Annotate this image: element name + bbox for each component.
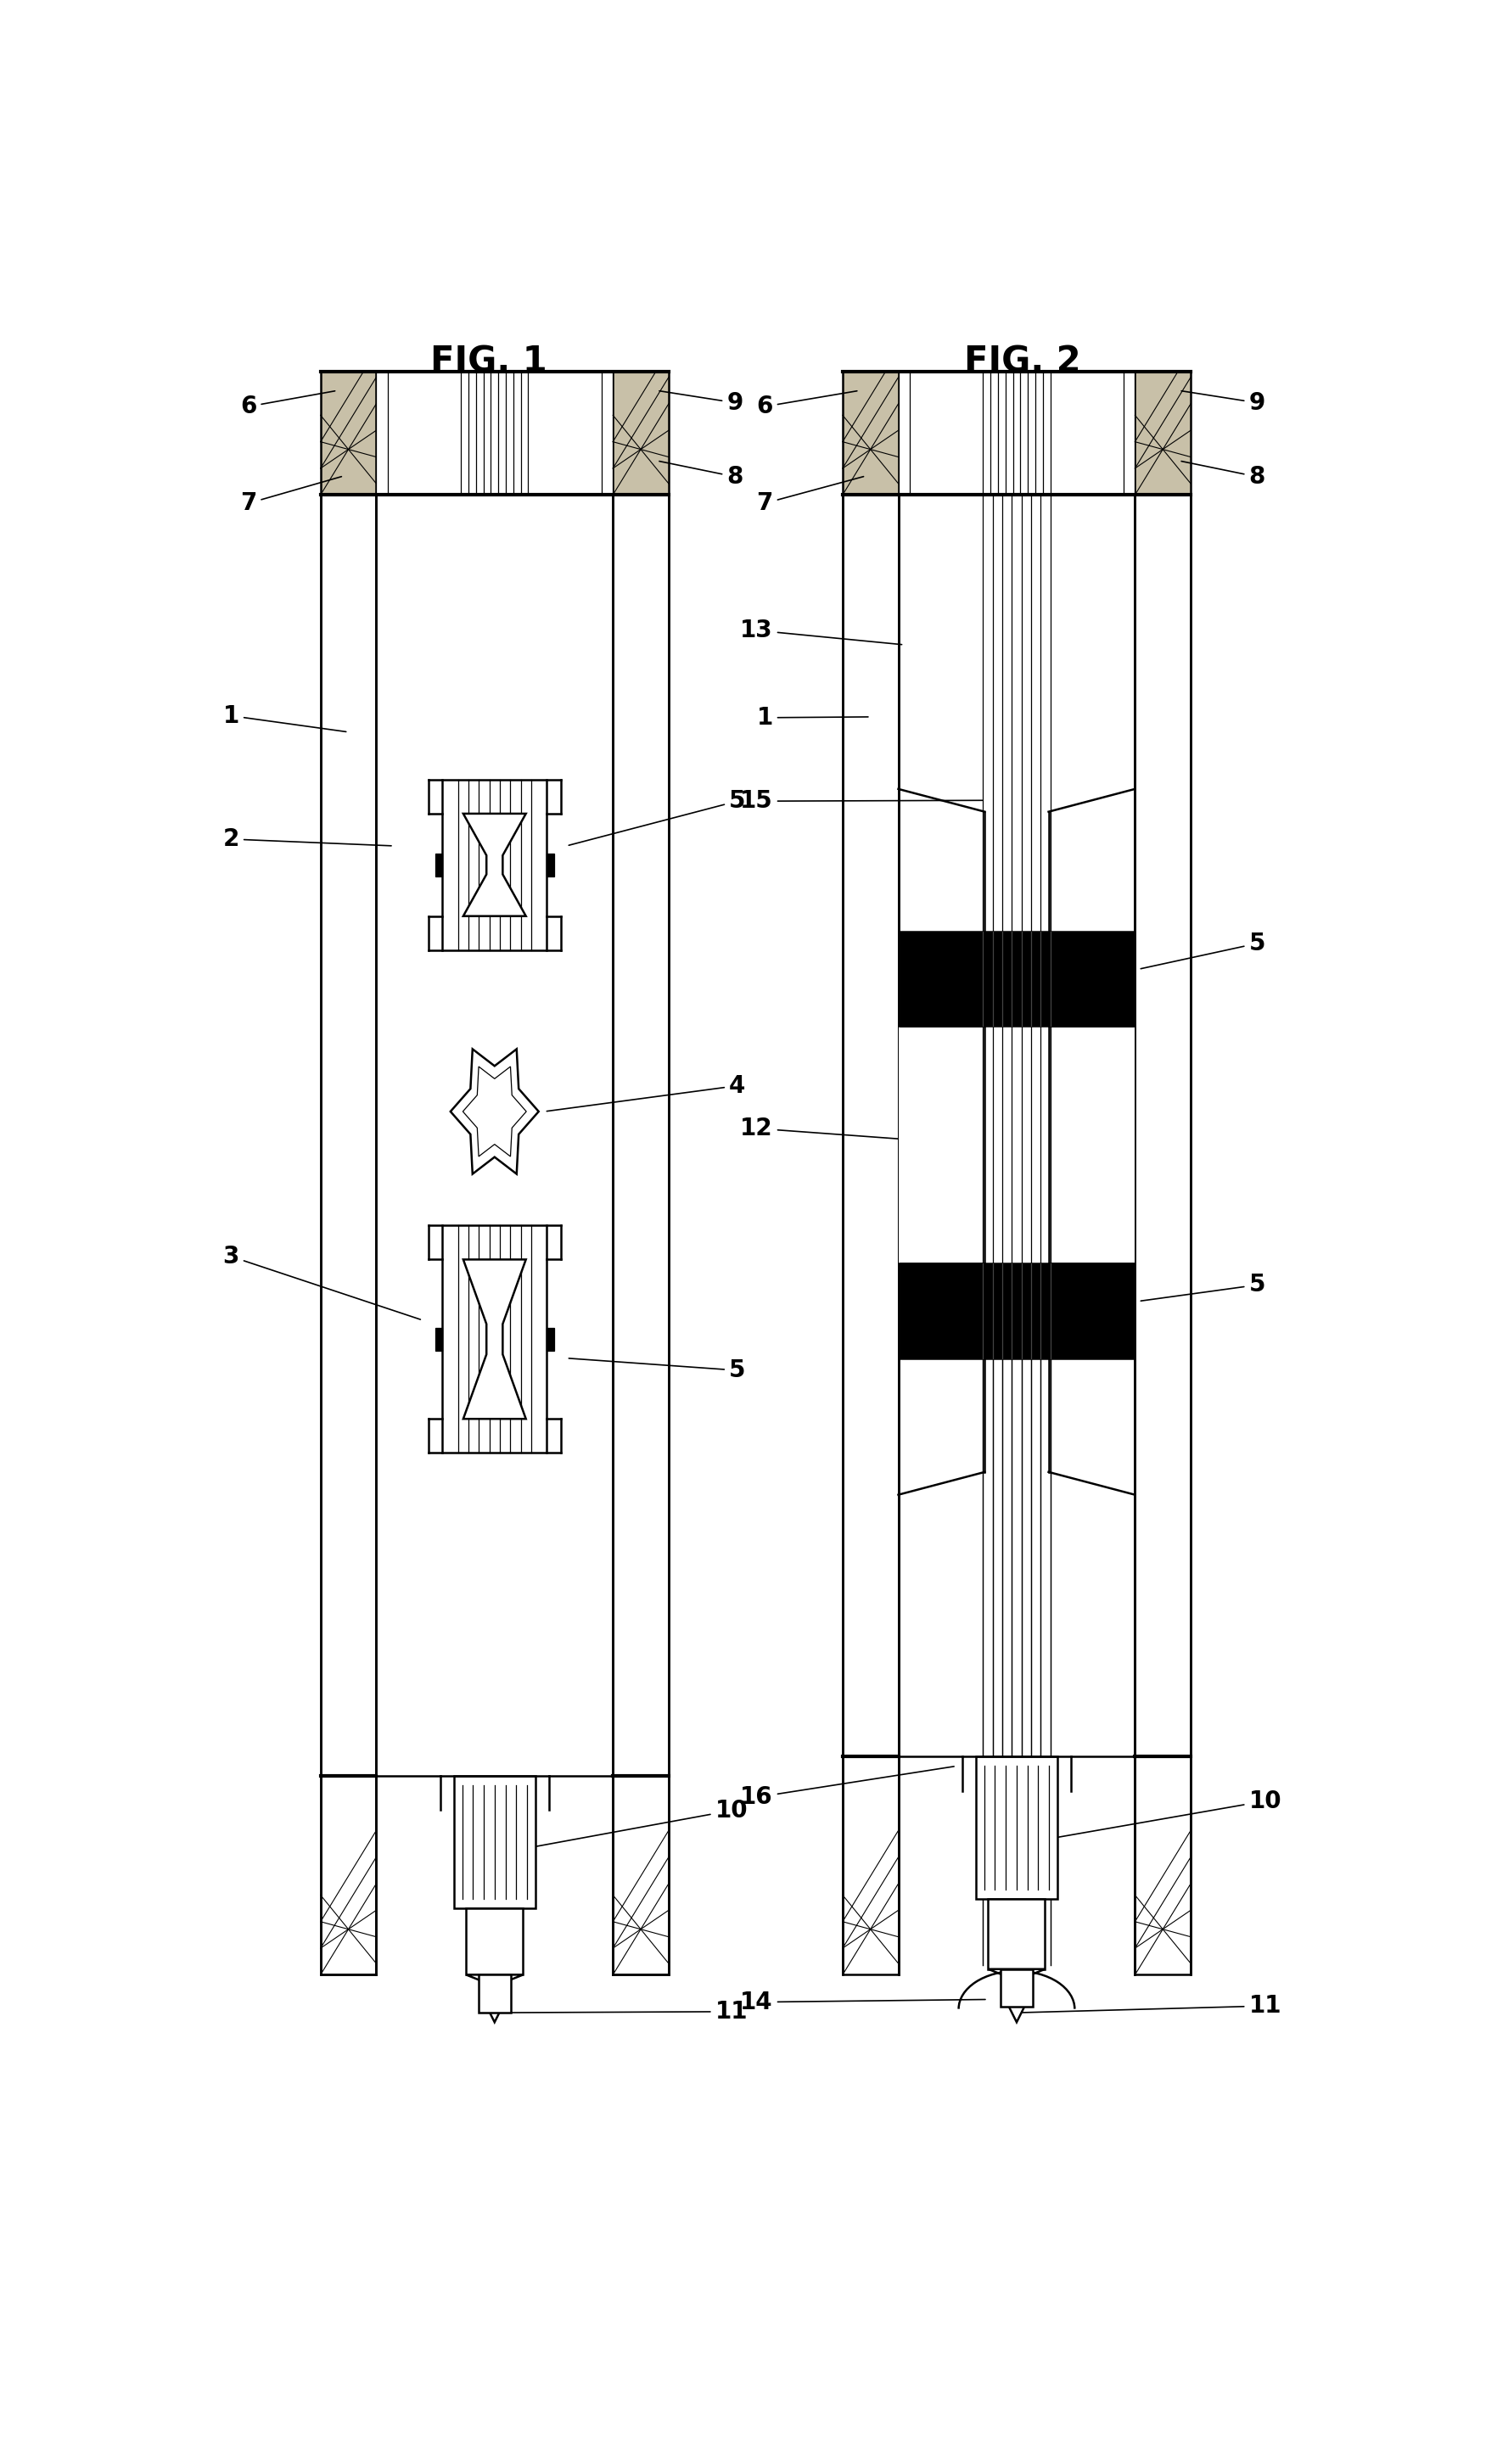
Bar — [376, 372, 388, 495]
Bar — [602, 372, 612, 495]
Text: 8: 8 — [659, 461, 743, 488]
Polygon shape — [466, 1974, 522, 2023]
Bar — [1135, 372, 1190, 495]
Text: 11: 11 — [1019, 1993, 1281, 2018]
Bar — [320, 372, 376, 495]
Polygon shape — [451, 1050, 539, 1173]
Bar — [443, 1225, 546, 1454]
Text: 5: 5 — [1141, 931, 1265, 968]
Text: 7: 7 — [241, 476, 341, 515]
Text: FIG. 2: FIG. 2 — [964, 345, 1081, 379]
Bar — [1135, 495, 1190, 1974]
Text: 4: 4 — [546, 1074, 746, 1111]
Bar — [466, 1910, 522, 1974]
Bar — [612, 372, 669, 495]
Text: 6: 6 — [756, 392, 856, 419]
Text: 3: 3 — [223, 1244, 421, 1318]
Bar — [1000, 1969, 1033, 2008]
Polygon shape — [463, 813, 525, 917]
Text: 8: 8 — [1181, 461, 1265, 488]
Bar — [320, 495, 376, 1974]
Bar — [843, 495, 898, 1974]
Text: 5: 5 — [1141, 1274, 1265, 1301]
Text: 5: 5 — [569, 788, 746, 845]
Text: 9: 9 — [659, 392, 743, 414]
Bar — [976, 1757, 1057, 1900]
Text: 5: 5 — [569, 1358, 746, 1382]
Bar — [1123, 372, 1135, 495]
Text: 13: 13 — [740, 618, 901, 646]
Text: FIG. 1: FIG. 1 — [430, 345, 548, 379]
Bar — [898, 372, 910, 495]
Text: 16: 16 — [740, 1767, 954, 1809]
Bar — [901, 931, 1133, 1025]
Text: 11: 11 — [497, 2001, 747, 2023]
Text: 7: 7 — [756, 476, 864, 515]
Text: 2: 2 — [223, 828, 391, 850]
Text: 15: 15 — [740, 788, 982, 813]
Bar — [546, 853, 554, 877]
Text: 1: 1 — [223, 705, 346, 732]
Text: 12: 12 — [740, 1116, 976, 1146]
Polygon shape — [988, 1969, 1045, 2023]
Bar — [436, 853, 443, 877]
Bar — [443, 779, 546, 951]
Bar — [376, 495, 612, 1974]
Text: 10: 10 — [1033, 1789, 1281, 1841]
Bar — [898, 495, 1135, 1974]
Bar — [901, 1264, 1133, 1358]
Bar — [898, 1025, 1135, 1264]
Text: 6: 6 — [241, 392, 335, 419]
Bar — [546, 1328, 554, 1350]
Bar — [436, 1328, 443, 1350]
Text: 14: 14 — [740, 1991, 985, 2013]
Text: 10: 10 — [510, 1799, 748, 1850]
Bar — [843, 372, 898, 495]
Bar — [612, 495, 669, 1974]
Bar — [454, 1777, 536, 1910]
Bar — [479, 1974, 510, 2013]
Polygon shape — [463, 1259, 525, 1419]
Bar — [988, 1900, 1045, 1969]
Polygon shape — [463, 1067, 527, 1156]
Text: 1: 1 — [756, 705, 868, 729]
Text: 9: 9 — [1181, 392, 1265, 414]
